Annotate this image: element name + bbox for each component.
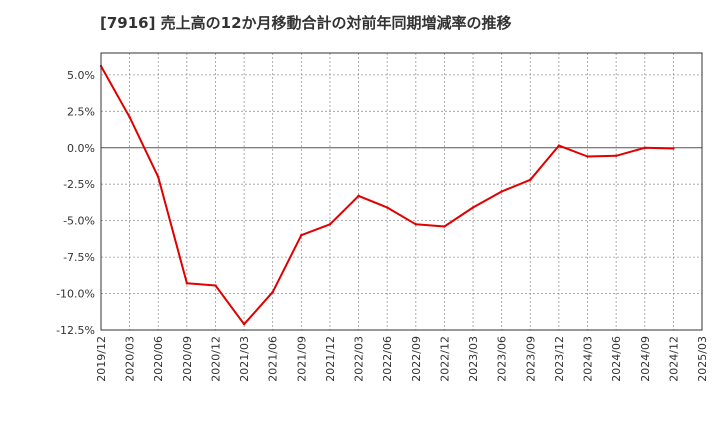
x-tick-label: 2023/06	[496, 336, 509, 382]
data-point	[557, 144, 561, 147]
x-tick-label: 2020/12	[209, 336, 222, 382]
x-tick-label: 2023/03	[467, 336, 480, 382]
chart-title: [7916] 売上高の12か月移動合計の対前年同期増減率の推移	[100, 14, 512, 32]
x-tick-label: 2022/06	[381, 336, 394, 382]
data-point	[214, 284, 217, 287]
data-point	[328, 223, 332, 226]
x-tick-label: 2019/12	[95, 336, 108, 382]
y-tick-label: -2.5%	[63, 178, 95, 191]
x-tick-label: 2024/06	[610, 336, 623, 382]
x-tick-label: 2020/09	[181, 336, 194, 382]
data-point	[185, 282, 189, 285]
y-tick-label: 0.0%	[67, 142, 95, 155]
data-point	[385, 206, 389, 209]
y-axis-tick-labels: 5.0% 2.5% 0.0% -2.5% -5.0% -7.5% -10.0% -12.5%	[56, 69, 95, 337]
data-point	[242, 322, 246, 326]
x-tick-label: 2021/06	[267, 336, 280, 382]
data-point	[672, 147, 675, 150]
y-tick-label: 5.0%	[67, 69, 95, 82]
data-point	[300, 234, 303, 237]
plot-frame	[100, 52, 703, 331]
data-point	[643, 146, 646, 149]
x-tick-label: 2024/12	[667, 336, 680, 382]
data-point	[271, 290, 274, 294]
x-tick-label: 2022/03	[353, 336, 366, 382]
data-point	[414, 223, 418, 226]
x-tick-label: 2020/03	[124, 336, 137, 382]
data-point	[157, 175, 160, 179]
y-tick-label: -10.0%	[56, 288, 95, 301]
y-tick-label: -12.5%	[56, 324, 95, 337]
data-point	[500, 190, 503, 193]
data-point	[443, 225, 446, 228]
data-point	[586, 155, 589, 158]
data-series	[99, 64, 675, 326]
x-tick-label: 2025/03	[696, 336, 709, 382]
y-tick-label: 2.5%	[67, 105, 95, 118]
x-tick-label: 2020/06	[152, 336, 165, 382]
x-tick-label: 2021/12	[324, 336, 337, 382]
data-point	[471, 206, 475, 209]
data-point	[357, 194, 360, 198]
x-tick-label: 2022/09	[410, 336, 423, 382]
x-tick-label: 2024/09	[639, 336, 652, 382]
y-tick-label: -5.0%	[63, 215, 95, 228]
data-point	[614, 154, 618, 157]
x-axis-tick-labels: 2019/12 2020/03 2020/06 2020/09 2020/12 2021/…	[95, 336, 709, 382]
y-tick-label: -7.5%	[63, 251, 95, 264]
data-point	[529, 178, 532, 182]
x-tick-label: 2023/09	[524, 336, 537, 382]
x-tick-label: 2022/12	[438, 336, 451, 382]
x-tick-label: 2021/09	[295, 336, 308, 382]
x-tick-label: 2024/03	[582, 336, 595, 382]
x-tick-label: 2021/03	[238, 336, 251, 382]
plot-background	[101, 53, 702, 330]
data-point	[128, 115, 131, 119]
x-tick-label: 2023/12	[553, 336, 566, 382]
